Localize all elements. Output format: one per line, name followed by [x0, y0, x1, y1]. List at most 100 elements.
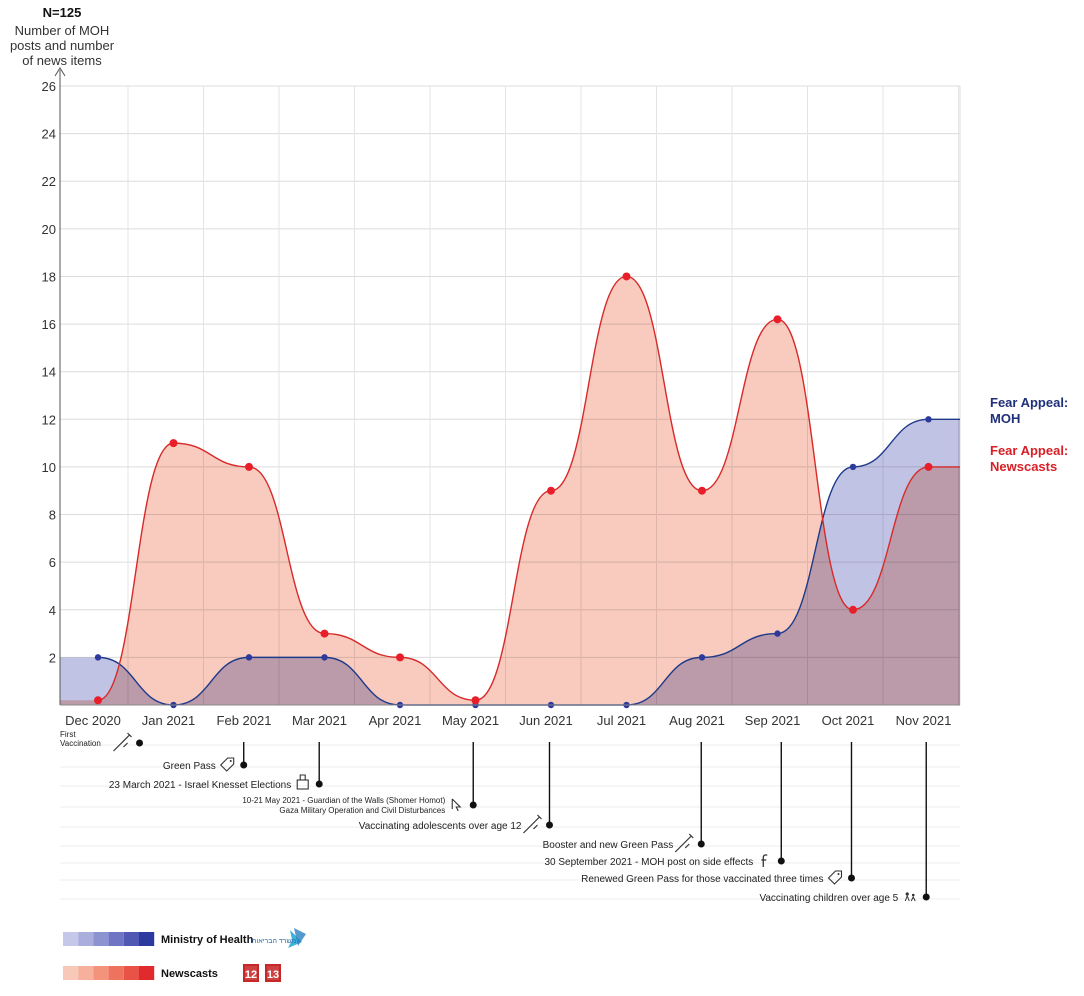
- moh-point-2: [245, 654, 253, 661]
- axis-titles: N=125 Number of MOH posts and number of new…: [10, 5, 115, 68]
- event-label: 30 September 2021 - MOH post on side eff…: [544, 857, 753, 868]
- cursor-icon: [451, 798, 462, 812]
- newscasts-point-6: [547, 486, 555, 495]
- newscasts-point-1: [169, 439, 178, 448]
- y-tick-label: 2: [49, 650, 56, 665]
- tag-icon: [219, 757, 235, 772]
- legend-swatch: [93, 932, 109, 946]
- event-dot: [922, 893, 930, 901]
- chart-title: N=125: [43, 5, 82, 20]
- x-tick-label: Jun 2021: [519, 713, 573, 728]
- y-tick-label: 12: [42, 412, 56, 427]
- x-tick-labels: Dec 2020 Jan 2021 Feb 2021 Mar 2021 Apr 2021…: [65, 713, 951, 728]
- legend-swatch: [123, 966, 139, 980]
- event-label: Booster and new Green Pass: [543, 840, 674, 851]
- y-tick-label: 16: [42, 317, 56, 332]
- legend-swatch: [63, 932, 79, 946]
- y-tick-label: 18: [42, 269, 56, 284]
- moh-point-8: [698, 654, 706, 661]
- event-label: 23 March 2021 - Israel Knesset Elections: [109, 780, 291, 791]
- syringe-icon: [113, 732, 132, 752]
- x-tick-label: Dec 2020: [65, 713, 121, 728]
- channel-13-logo-text: 13: [267, 969, 279, 981]
- newscasts-area: [60, 276, 960, 705]
- legend-swatch: [78, 932, 94, 946]
- event-label: Renewed Green Pass for those vaccinated …: [581, 874, 823, 885]
- syringe-icon: [523, 814, 542, 834]
- newscasts-point-11: [924, 462, 933, 471]
- newscasts-point-2: [245, 462, 253, 471]
- newscasts-point-7: [622, 272, 631, 281]
- x-tick-label: Mar 2021: [292, 713, 347, 728]
- series-areas: [60, 276, 960, 705]
- event-dot: [240, 761, 248, 769]
- y-tick-label: 22: [42, 174, 56, 189]
- channel-12-logo-text: 12: [245, 969, 257, 981]
- y-tick-label: 14: [42, 365, 56, 380]
- x-tick-label: Aug 2021: [669, 713, 725, 728]
- syringe-icon: [674, 833, 694, 853]
- event-dot: [545, 821, 553, 829]
- moh-point-9: [774, 630, 781, 637]
- series-labels: Fear Appeal: MOH Fear Appeal: Newscasts: [990, 395, 1068, 474]
- legend-swatch: [108, 966, 124, 980]
- legend-swatch: [123, 932, 139, 946]
- newscasts-point-10: [849, 605, 857, 614]
- y-tick-label: 26: [42, 79, 56, 94]
- event-dot: [847, 874, 855, 882]
- event-label: First Vaccination: [60, 730, 101, 748]
- x-tick-label: Apr 2021: [369, 713, 422, 728]
- event-dot: [697, 840, 705, 848]
- event-label: Vaccinating children over age 5: [759, 893, 898, 904]
- event-dot: [315, 780, 323, 788]
- newscasts-point-0: [94, 696, 102, 705]
- x-tick-label: Sep 2021: [745, 713, 801, 728]
- newscasts-point-3: [320, 629, 329, 638]
- y-tick-label: 20: [42, 222, 56, 237]
- x-tick-label: Jan 2021: [142, 713, 196, 728]
- event-label: Vaccinating adolescents over age 12: [359, 821, 522, 832]
- facebook-icon: [761, 854, 768, 867]
- newscasts-point-5: [471, 696, 480, 705]
- x-tick-label: May 2021: [442, 713, 499, 728]
- event-dot: [136, 739, 144, 747]
- legend-swatch: [93, 966, 109, 980]
- y-tick-label: 6: [49, 555, 56, 570]
- y-axis-arrow-icon: [54, 67, 66, 77]
- events-timeline: First Vaccination Green Pass 23 March 2021 …: [60, 730, 960, 904]
- ballot-box-icon: [296, 774, 309, 790]
- moh-point-11: [925, 416, 932, 423]
- legend-label-newscasts: Newscasts: [161, 968, 218, 980]
- legend-swatch: [139, 966, 155, 980]
- legend-swatch: [139, 932, 155, 946]
- legend-label-moh: Ministry of Health: [161, 934, 254, 946]
- x-tick-label: Nov 2021: [896, 713, 952, 728]
- series-label-moh: Fear Appeal: MOH: [990, 395, 1068, 426]
- channel-12-logo: 12: [243, 964, 259, 982]
- newscasts-point-4: [396, 653, 404, 662]
- y-axis-title: Number of MOH posts and number of news ite…: [10, 23, 115, 68]
- event-label: 10-21 May 2021 - Guardian of the Walls (…: [242, 796, 445, 815]
- event-dot: [777, 857, 785, 865]
- y-tick-label: 10: [42, 460, 56, 475]
- legend-swatch: [108, 932, 124, 946]
- newscasts-point-9: [773, 315, 782, 324]
- x-tick-label: Jul 2021: [597, 713, 646, 728]
- event-label: Green Pass: [163, 761, 216, 772]
- tag-icon: [827, 870, 843, 885]
- y-tick-label: 24: [42, 127, 56, 142]
- moh-point-3: [321, 654, 328, 661]
- series-label-newscasts: Fear Appeal: Newscasts: [990, 443, 1068, 474]
- y-tick-label: 4: [49, 603, 56, 618]
- children-icon: [904, 892, 916, 902]
- x-tick-label: Oct 2021: [822, 713, 875, 728]
- moh-point-10: [849, 463, 857, 471]
- axes: [54, 67, 960, 706]
- channel-13-logo: 13: [265, 964, 281, 982]
- moh-point-0: [94, 654, 102, 661]
- ministry-of-health-logo: משרד הבריאות: [252, 928, 306, 948]
- x-tick-label: Feb 2021: [217, 713, 272, 728]
- event-dot: [469, 801, 477, 809]
